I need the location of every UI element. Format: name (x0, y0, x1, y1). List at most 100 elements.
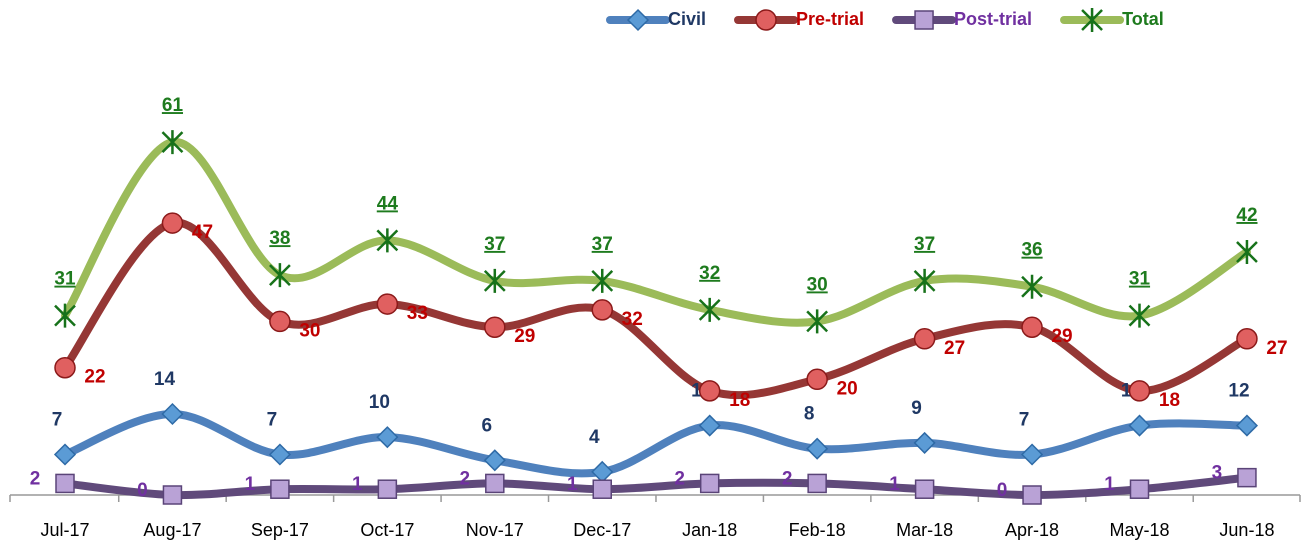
data-label: 33 (407, 303, 428, 324)
legend: Civil Pre-trial Post-trial Total (606, 8, 1164, 32)
marker (54, 303, 76, 328)
x-tick-label: Jul-17 (40, 520, 89, 540)
marker (698, 380, 721, 402)
data-label: 29 (514, 326, 535, 347)
marker (914, 479, 935, 499)
data-label: 37 (914, 234, 935, 255)
x-tick-label: Apr-18 (1005, 520, 1059, 540)
marker (269, 263, 291, 288)
marker (913, 328, 936, 350)
marker (1128, 380, 1151, 402)
data-label: 1 (889, 474, 900, 495)
data-label: 4 (589, 427, 600, 448)
marker (161, 212, 184, 234)
marker (806, 309, 829, 334)
marker (913, 431, 936, 454)
marker (1236, 328, 1258, 350)
marker (1128, 303, 1151, 328)
data-label: 2 (674, 468, 685, 489)
data-label: 1 (245, 474, 256, 495)
data-label: 0 (997, 480, 1008, 501)
data-label: 42 (1236, 205, 1257, 226)
x-tick-label: Oct-17 (360, 520, 414, 540)
x-tick-label: Aug-17 (143, 520, 201, 540)
marker (54, 356, 76, 379)
legend-label: Post-trial (954, 9, 1032, 29)
data-label: 1 (352, 474, 363, 495)
data-label: 27 (1266, 338, 1287, 359)
marker (806, 437, 829, 460)
marker (698, 414, 721, 437)
data-label: 7 (267, 410, 278, 431)
x-tick-label: Dec-17 (573, 520, 631, 540)
data-label: 0 (137, 480, 148, 501)
data-label: 18 (729, 390, 750, 411)
marker (483, 449, 506, 472)
data-label: 14 (154, 369, 176, 390)
marker (1020, 443, 1044, 466)
data-label: 2 (30, 468, 41, 489)
data-label: 31 (1129, 269, 1151, 290)
marker (1237, 467, 1257, 488)
data-label: 10 (369, 392, 390, 413)
marker (807, 473, 827, 494)
marker (376, 426, 399, 449)
marker (53, 443, 77, 466)
legend-marker (1081, 8, 1103, 32)
data-label: 31 (54, 269, 76, 290)
x-tick-label: Feb-18 (789, 520, 846, 540)
marker (591, 460, 614, 483)
marker (1129, 479, 1150, 499)
marker (162, 485, 183, 505)
x-tick-label: Mar-18 (896, 520, 953, 540)
data-label: 9 (911, 398, 922, 419)
legend-label: Total (1122, 9, 1164, 29)
marker (698, 297, 721, 322)
x-tick-label: Nov-17 (466, 520, 524, 540)
marker (484, 316, 506, 338)
legend-label: Civil (668, 9, 706, 29)
x-tick-label: Jun-18 (1219, 520, 1274, 540)
x-tick-label: May-18 (1109, 520, 1169, 540)
marker (485, 473, 505, 494)
series-line (61, 138, 1251, 327)
data-label: 6 (482, 415, 493, 436)
marker (483, 268, 506, 293)
marker (161, 402, 184, 426)
data-label: 22 (84, 367, 105, 388)
marker (161, 130, 184, 155)
marker (377, 479, 398, 499)
data-label: 30 (807, 274, 828, 295)
data-label: 2 (460, 468, 471, 489)
marker (1022, 485, 1042, 505)
marker (55, 473, 75, 494)
marker (592, 479, 612, 499)
data-label: 12 (1228, 381, 1249, 402)
data-label: 37 (592, 234, 613, 255)
marker (270, 479, 290, 499)
marker (376, 293, 399, 315)
marker (591, 268, 614, 293)
marker (376, 228, 399, 253)
x-tick-label: Sep-17 (251, 520, 309, 540)
data-label: 1 (567, 474, 578, 495)
data-label: 27 (944, 338, 965, 359)
marker (1021, 316, 1043, 338)
legend-label: Pre-trial (796, 9, 864, 29)
data-label: 7 (52, 410, 63, 431)
data-label: 1 (1104, 474, 1115, 495)
data-label: 30 (299, 320, 320, 341)
legend-marker (755, 9, 777, 31)
marker (1128, 414, 1151, 437)
data-label: 44 (377, 193, 399, 214)
data-label: 18 (1159, 390, 1180, 411)
marker (699, 473, 720, 494)
data-label: 36 (1021, 240, 1042, 261)
data-label: 37 (484, 234, 505, 255)
marker (268, 443, 291, 466)
marker (913, 268, 936, 293)
legend-marker (626, 8, 650, 32)
data-label: 29 (1051, 326, 1072, 347)
